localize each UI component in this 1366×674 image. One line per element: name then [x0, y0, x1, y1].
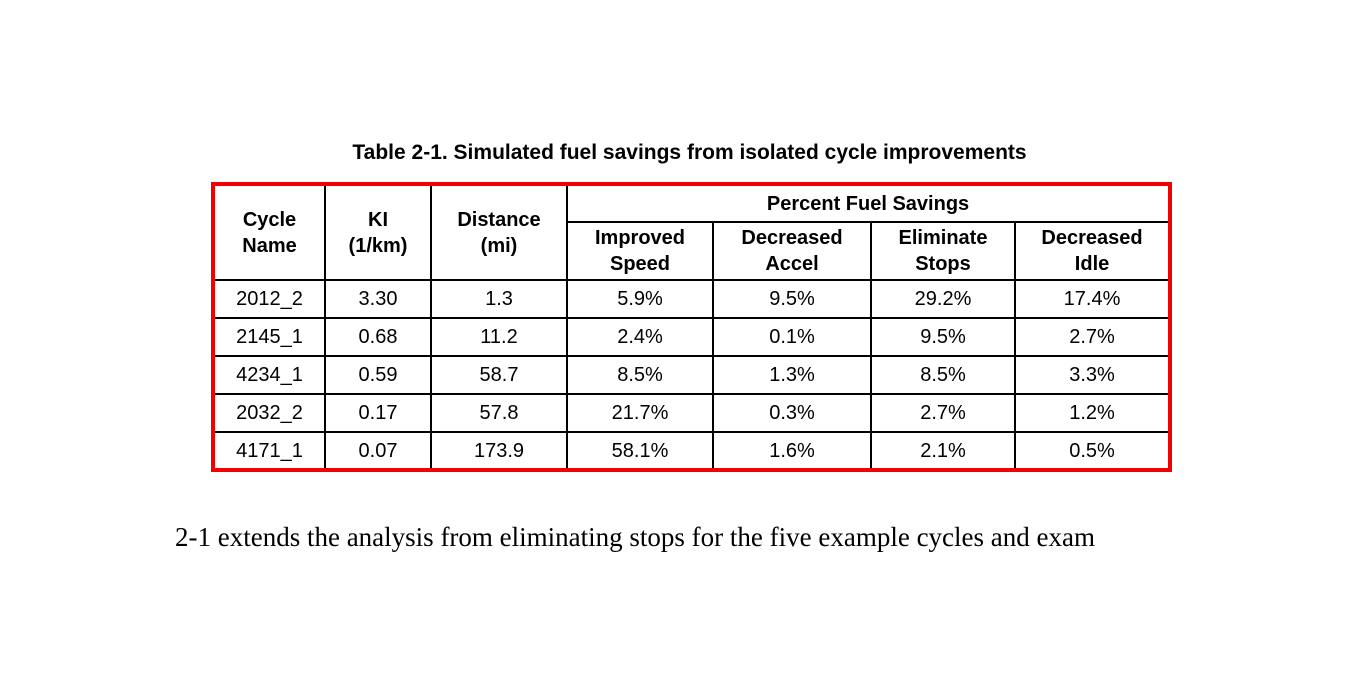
header-decreased-accel: Decreased Accel	[712, 221, 872, 281]
cell-decreased-idle: 0.5%	[1013, 431, 1172, 471]
cell-decreased-idle: 1.2%	[1013, 393, 1172, 433]
cell-eliminate-stops: 2.7%	[870, 393, 1016, 433]
table-body: 2012_2 3.30 1.3 5.9% 9.5% 29.2% 17.4% 21…	[212, 279, 1172, 471]
cell-cycle-name: 2032_2	[212, 393, 326, 433]
cell-eliminate-stops: 9.5%	[870, 317, 1016, 357]
cell-improved-speed: 58.1%	[566, 431, 714, 471]
table-row: 4171_1 0.07 173.9 58.1% 1.6% 2.1% 0.5%	[212, 431, 1172, 471]
cell-distance: 57.8	[430, 393, 568, 433]
cell-decreased-accel: 9.5%	[712, 279, 872, 319]
cell-decreased-accel: 1.3%	[712, 355, 872, 395]
cell-cycle-name: 4234_1	[212, 355, 326, 395]
cell-decreased-idle: 17.4%	[1013, 279, 1172, 319]
header-distance: Distance (mi)	[430, 183, 568, 281]
header-ki: KI (1/km)	[324, 183, 432, 281]
body-paragraph: 2-1 extends the analysis from eliminatin…	[175, 522, 1095, 552]
cell-decreased-accel: 1.6%	[712, 431, 872, 471]
cell-distance: 1.3	[430, 279, 568, 319]
header-improved-speed: Improved Speed	[566, 221, 714, 281]
fuel-savings-table: Cycle Name KI (1/km) Distance (mi) Perce…	[211, 182, 1173, 472]
header-decreased-idle: Decreased Idle	[1013, 221, 1172, 281]
header-percent-fuel-savings: Percent Fuel Savings	[565, 183, 1172, 223]
cell-eliminate-stops: 2.1%	[870, 431, 1016, 471]
cell-ki: 0.17	[324, 393, 432, 433]
cell-decreased-accel: 0.1%	[712, 317, 872, 357]
cell-ki: 0.68	[324, 317, 432, 357]
cell-improved-speed: 5.9%	[566, 279, 714, 319]
cell-distance: 173.9	[430, 431, 568, 471]
cell-cycle-name: 4171_1	[212, 431, 326, 471]
cell-ki: 0.59	[324, 355, 432, 395]
cell-improved-speed: 8.5%	[566, 355, 714, 395]
cell-decreased-accel: 0.3%	[712, 393, 872, 433]
table-header: Cycle Name KI (1/km) Distance (mi) Perce…	[212, 183, 1172, 281]
cell-ki: 0.07	[324, 431, 432, 471]
group-header-row: Cycle Name KI (1/km) Distance (mi) Perce…	[212, 183, 1172, 281]
table-row: 4234_1 0.59 58.7 8.5% 1.3% 8.5% 3.3%	[212, 355, 1172, 395]
table-caption: Table 2-1. Simulated fuel savings from i…	[352, 141, 1027, 164]
header-eliminate-stops: Eliminate Stops	[870, 221, 1016, 281]
cell-improved-speed: 21.7%	[566, 393, 714, 433]
table-row: 2145_1 0.68 11.2 2.4% 0.1% 9.5% 2.7%	[212, 317, 1172, 357]
table-row: 2012_2 3.30 1.3 5.9% 9.5% 29.2% 17.4%	[212, 279, 1172, 319]
cell-improved-speed: 2.4%	[566, 317, 714, 357]
cell-cycle-name: 2012_2	[212, 279, 326, 319]
cell-decreased-idle: 3.3%	[1013, 355, 1172, 395]
cell-eliminate-stops: 8.5%	[870, 355, 1016, 395]
cell-decreased-idle: 2.7%	[1013, 317, 1172, 357]
cell-cycle-name: 2145_1	[212, 317, 326, 357]
cell-distance: 58.7	[430, 355, 568, 395]
cell-eliminate-stops: 29.2%	[870, 279, 1016, 319]
table-row: 2032_2 0.17 57.8 21.7% 0.3% 2.7% 1.2%	[212, 393, 1172, 433]
cell-distance: 11.2	[430, 317, 568, 357]
header-cycle-name: Cycle Name	[212, 183, 326, 281]
sub-header-row: Improved Speed Decreased Accel Eliminate…	[213, 221, 1172, 281]
cell-ki: 3.30	[324, 279, 432, 319]
